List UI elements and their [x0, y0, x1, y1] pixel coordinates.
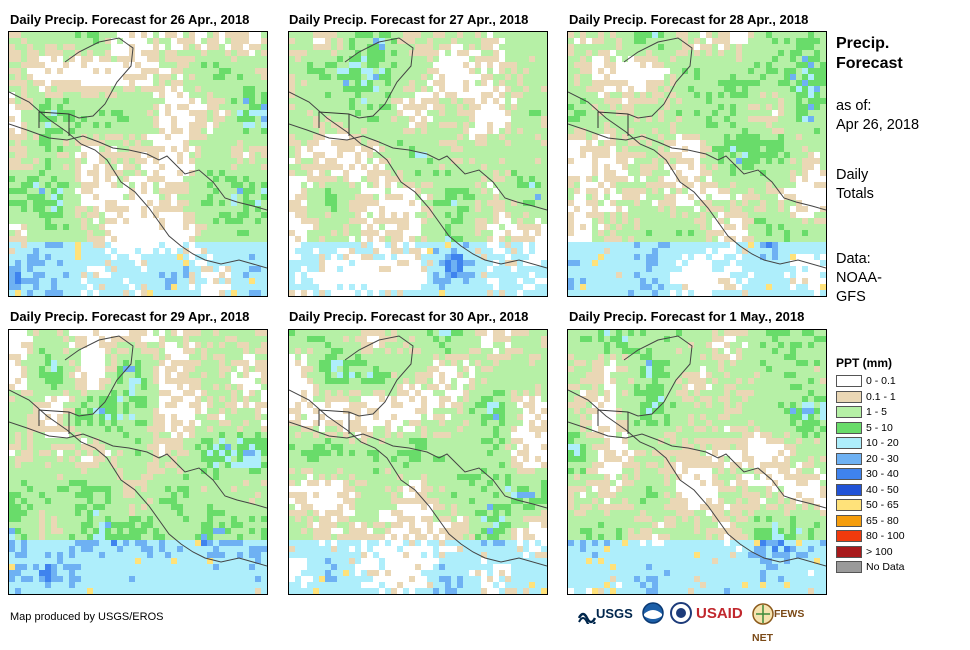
legend-swatch [836, 546, 862, 558]
fewsnet-logo: FEWS NET [752, 602, 828, 626]
map-credit: Map produced by USGS/EROS [10, 611, 163, 623]
legend-title: PPT (mm) [836, 356, 892, 370]
panel-title-3: Daily Precip. Forecast for 28 Apr., 2018 [569, 12, 808, 27]
legend-label: 40 - 50 [866, 484, 899, 497]
seal-icon [670, 602, 692, 624]
legend-swatch [836, 375, 862, 387]
legend-swatch [836, 515, 862, 527]
usgs-logo-text: USGS [596, 606, 633, 621]
sidebar-data-line2: NOAA- [836, 269, 882, 288]
usgs-mark-icon [578, 606, 596, 624]
panel-title-1: Daily Precip. Forecast for 26 Apr., 2018 [10, 12, 249, 27]
legend-swatch [836, 530, 862, 542]
partner-logos: USGS USAID FEWS NET [578, 600, 828, 630]
legend-label: 50 - 65 [866, 499, 899, 512]
usaid-logo: USAID [696, 602, 743, 626]
legend-label: 30 - 40 [866, 468, 899, 481]
noaa-icon [642, 602, 664, 624]
legend-swatch [836, 484, 862, 496]
legend-label: 5 - 10 [866, 422, 893, 435]
legend-label: 20 - 30 [866, 453, 899, 466]
legend-swatch [836, 406, 862, 418]
sidebar-as-of: as of: Apr 26, 2018 [836, 97, 919, 135]
sidebar-totals: Daily Totals [836, 166, 874, 204]
legend-label: No Data [866, 561, 905, 574]
legend-swatch [836, 468, 862, 480]
sidebar-title: Precip. Forecast [836, 34, 903, 74]
sidebar-totals-line1: Daily [836, 166, 874, 185]
fewsnet-globe-icon [752, 603, 774, 625]
usgs-logo: USGS [578, 602, 633, 626]
forecast-map-day-2 [288, 31, 548, 297]
panel-title-4: Daily Precip. Forecast for 29 Apr., 2018 [10, 309, 249, 324]
legend-label: 10 - 20 [866, 437, 899, 450]
panel-title-2: Daily Precip. Forecast for 27 Apr., 2018 [289, 12, 528, 27]
sidebar-data-line3: GFS [836, 288, 882, 307]
legend-swatch [836, 422, 862, 434]
sidebar-data-line1: Data: [836, 250, 882, 269]
usaid-logo-text: USAID [696, 605, 743, 622]
legend-swatch [836, 453, 862, 465]
sidebar-title-line1: Precip. [836, 34, 903, 54]
legend-label: 0.1 - 1 [866, 391, 896, 404]
forecast-map-day-4 [8, 329, 268, 595]
sidebar-asof-date: Apr 26, 2018 [836, 116, 919, 135]
legend-swatch [836, 391, 862, 403]
legend-label: 0 - 0.1 [866, 375, 896, 388]
legend-label: 1 - 5 [866, 406, 887, 419]
sidebar-title-line2: Forecast [836, 54, 903, 74]
forecast-map-day-6 [567, 329, 827, 595]
legend-swatch [836, 499, 862, 511]
legend-label: > 100 [866, 546, 893, 559]
sidebar-data-source: Data: NOAA- GFS [836, 250, 882, 307]
legend-swatch [836, 561, 862, 573]
legend-label: 80 - 100 [866, 530, 905, 543]
panel-title-6: Daily Precip. Forecast for 1 May., 2018 [569, 309, 804, 324]
dos-seal-logo [670, 602, 692, 626]
forecast-map-day-5 [288, 329, 548, 595]
legend-label: 65 - 80 [866, 515, 899, 528]
noaa-logo [642, 602, 664, 626]
sidebar-asof-label: as of: [836, 97, 919, 116]
sidebar-totals-line2: Totals [836, 185, 874, 204]
forecast-map-day-3 [567, 31, 827, 297]
forecast-map-day-1 [8, 31, 268, 297]
legend-swatch [836, 437, 862, 449]
panel-title-5: Daily Precip. Forecast for 30 Apr., 2018 [289, 309, 528, 324]
